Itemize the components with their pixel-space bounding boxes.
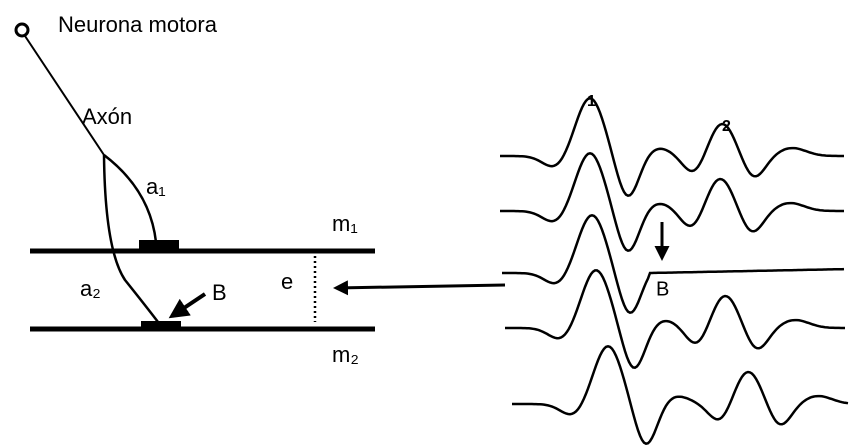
neuron-body — [14, 22, 30, 38]
waveform — [500, 151, 844, 253]
label: Axón — [82, 104, 132, 129]
waveform — [500, 96, 844, 198]
waveform — [505, 269, 845, 370]
endplate — [141, 321, 181, 329]
label: Neurona motora — [58, 12, 218, 37]
arrow — [168, 292, 207, 319]
label: m₂ — [332, 342, 359, 367]
label: a₂ — [80, 276, 101, 301]
label: 1 — [587, 93, 596, 110]
axon — [24, 35, 105, 156]
waveform — [512, 344, 849, 445]
branch-a1 — [103, 154, 158, 243]
label: 2 — [722, 118, 731, 135]
arrow — [333, 280, 506, 296]
endplate — [139, 240, 179, 251]
label: e — [281, 269, 293, 294]
waveforms — [500, 96, 849, 445]
label: a₁ — [146, 174, 166, 199]
label: B — [212, 280, 227, 305]
label: m₁ — [332, 211, 358, 236]
branch-a2 — [102, 154, 159, 323]
label: B — [656, 278, 669, 300]
waveform — [502, 213, 845, 315]
